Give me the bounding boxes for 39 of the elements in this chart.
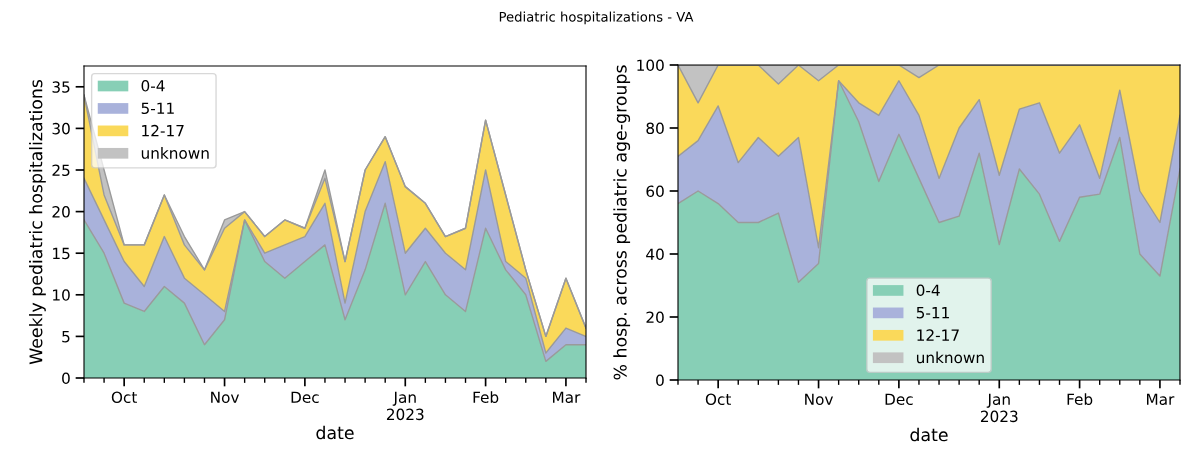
y-tick-label: 5	[62, 331, 70, 343]
x-tick-label: Mar	[1147, 393, 1175, 406]
legend-label: 12-17	[142, 124, 184, 137]
x-tick-label: Jan 2023	[386, 391, 424, 421]
y-tick-label: 20	[646, 311, 664, 324]
legend-label: 12-17	[917, 329, 959, 341]
legend-label: unknown	[916, 351, 984, 364]
chart-title: Pediatric hospitalizations - VA	[499, 11, 694, 25]
legend-label: 0-4	[141, 80, 165, 92]
x-tick-label: Feb	[1067, 393, 1093, 406]
legend-label: 5-11	[141, 102, 174, 114]
legend-label: 0-4	[916, 284, 940, 297]
y-tick-label: 40	[646, 248, 664, 261]
x-tick-label: Dec	[291, 391, 319, 404]
y-tick-label: 20	[52, 206, 70, 218]
x-tick-label: Nov	[211, 391, 240, 404]
x-tick-label: Oct	[705, 393, 731, 406]
y-tick-label: 30	[52, 122, 70, 135]
x-tick-label: Dec	[885, 393, 913, 406]
legend-label: unknown	[141, 147, 209, 159]
y-tick-label: 0	[62, 372, 70, 385]
legend-label: 5-11	[916, 307, 949, 319]
y-tick-label: 10	[53, 289, 70, 301]
y-tick-label: 60	[646, 185, 664, 198]
y-axis-title: Weekly pediatric hospitalizations	[29, 79, 46, 365]
y-tick-label: 0	[656, 374, 664, 387]
x-tick-label: Jan 2023	[980, 393, 1018, 423]
x-axis-title: date	[316, 425, 354, 440]
y-axis-title: % hosp. across pediatric age-groups	[613, 65, 631, 380]
y-tick-label: 80	[646, 122, 664, 135]
y-tick-label: 25	[52, 164, 70, 177]
y-tick-label: 35	[52, 81, 70, 93]
x-tick-label: Feb	[473, 391, 499, 404]
x-tick-label: Oct	[111, 391, 137, 404]
x-tick-label: Mar	[553, 391, 581, 404]
y-tick-label: 100	[637, 59, 664, 72]
y-tick-label: 15	[53, 247, 70, 260]
x-tick-label: Nov	[805, 393, 834, 406]
x-axis-title: date	[910, 427, 948, 442]
